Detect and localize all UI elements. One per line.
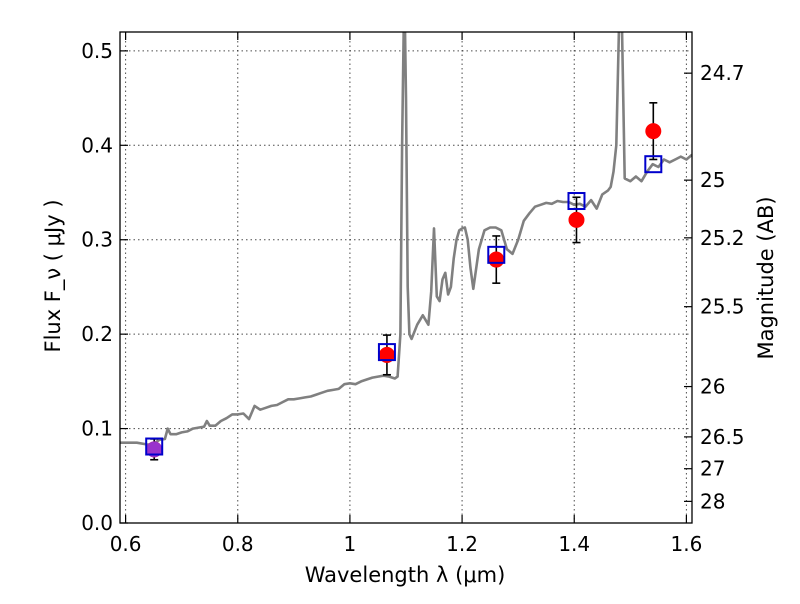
y-axis-label: Flux F_ν ( μJy ) (41, 199, 66, 352)
x-tick-label: 1.2 (446, 532, 478, 556)
right-tick-label: 26 (700, 375, 725, 399)
right-tick-label: 25.5 (700, 295, 745, 319)
right-tick-label: 26.5 (700, 425, 745, 449)
x-tick-label: 1.6 (670, 532, 702, 556)
model-point (567, 192, 586, 211)
y-tick-label: 0.0 (81, 511, 113, 535)
plot-frame (119, 31, 693, 524)
y-tick-label: 0.4 (81, 133, 113, 157)
spectrum-layer (120, 32, 692, 446)
model-point-layer (145, 155, 663, 456)
x-tick-label: 0.8 (222, 532, 254, 556)
x-tick-label: 1.4 (558, 532, 590, 556)
x-tick-label: 1 (344, 532, 357, 556)
y-tick-label: 0.3 (81, 228, 113, 252)
model-point (377, 343, 396, 362)
right-tick-label: 28 (700, 489, 725, 513)
tick-layer: 0.6 0.8 1 1.2 1.4 1.6 0.0 0.1 0.2 0.3 0.4 0.5 24.7 25… (81, 32, 745, 556)
model-point (487, 245, 506, 264)
right-tick-label: 25.2 (700, 226, 745, 250)
right-axis-label: Magnitude (AB) (754, 196, 778, 359)
x-axis-label: Wavelength λ (μm) (305, 563, 506, 587)
observed-point (568, 211, 585, 228)
right-tick-label: 27 (700, 457, 725, 481)
model-spectrum-line (120, 32, 692, 446)
observed-point (645, 123, 662, 140)
right-tick-label: 25 (700, 168, 725, 192)
model-point (644, 155, 663, 174)
frame-layer (119, 31, 693, 524)
observed-point (488, 251, 505, 268)
x-tick-label: 0.6 (110, 532, 142, 556)
y-tick-label: 0.5 (81, 39, 113, 63)
y-tick-label: 0.2 (81, 322, 113, 346)
right-tick-label: 24.7 (700, 61, 745, 85)
model-point (145, 437, 164, 456)
grid-layer (120, 32, 692, 523)
y-tick-label: 0.1 (81, 417, 113, 441)
